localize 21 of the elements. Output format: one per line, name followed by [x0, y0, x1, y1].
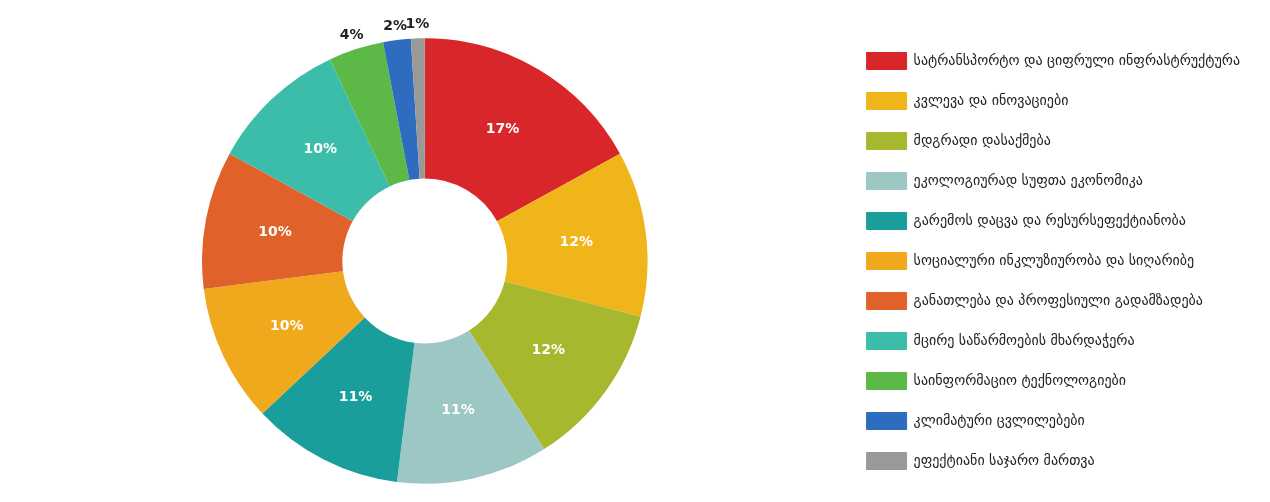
legend-label: მდგრადი დასაქმება	[913, 131, 1051, 148]
legend-label: სატრანსპორტო და ციფრული ინფრასტრუქტურა	[913, 51, 1240, 68]
legend-label: გარემოს დაცვა და რესურსეფექტიანობა	[913, 211, 1186, 228]
data-label: 10%	[303, 140, 338, 157]
data-label: 11%	[338, 387, 373, 404]
data-label: 12%	[531, 341, 566, 358]
legend-label: განათლება და პროფესიული გადამზადება	[913, 291, 1203, 308]
legend-label: მცირე საწარმოების მხარდაჭერა	[913, 331, 1135, 348]
legend-label: ეკოლოგიურად სუფთა ეკონომიკა	[913, 171, 1143, 188]
data-label: 2%	[383, 16, 408, 33]
data-label: 4%	[339, 26, 364, 43]
legend-label: საინფორმაციო ტექნოლოგიები	[913, 371, 1127, 388]
legend-label: სოციალური ინკლუზიურობა და სიღარიბე	[913, 251, 1195, 268]
data-label: 11%	[441, 400, 475, 417]
data-label: 10%	[269, 316, 304, 333]
legend-label: კვლევა და ინოვაციები	[913, 91, 1069, 108]
data-label: 12%	[559, 232, 593, 249]
legend-label: კლიმატური ცვლილებები	[913, 411, 1085, 428]
data-label: 10%	[258, 223, 292, 240]
data-label: 17%	[485, 120, 520, 137]
legend-label: ეფექტიანი საჯარო მართვა	[913, 451, 1095, 468]
